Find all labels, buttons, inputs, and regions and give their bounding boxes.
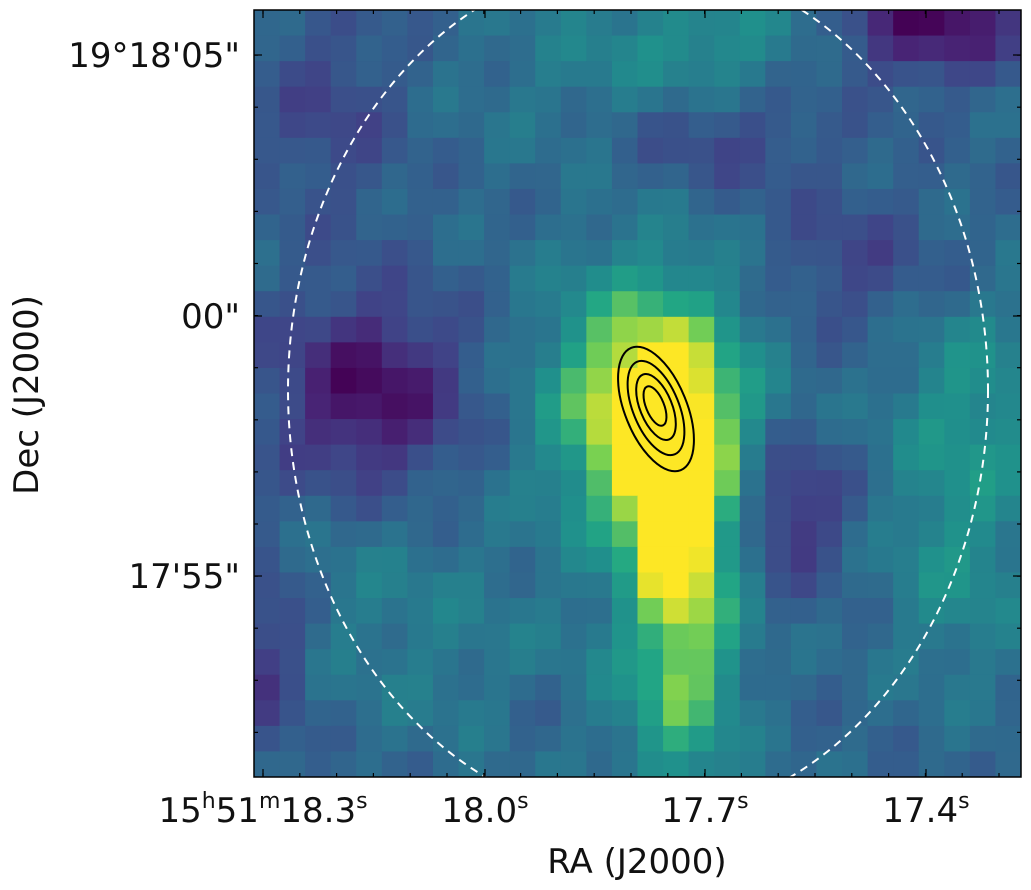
contour-level-3 xyxy=(635,372,677,442)
y-tick-label: 00" xyxy=(181,297,240,337)
contour-level-4 xyxy=(642,385,668,427)
intensity-map xyxy=(254,10,1021,777)
plot-frame xyxy=(253,9,1022,778)
x-tick-label: 17.4s xyxy=(882,789,969,831)
x-axis-title: RA (J2000) xyxy=(547,842,726,882)
x-tick-label: 18.0s xyxy=(441,789,528,831)
contour-level-2 xyxy=(626,359,686,457)
contour-lines xyxy=(617,345,695,473)
x-tick-label: 15h51m18.3s xyxy=(158,789,367,831)
y-tick-label: 17'55" xyxy=(128,557,240,597)
y-axis-title: Dec (J2000) xyxy=(7,295,47,495)
field-of-view-circle xyxy=(287,10,989,777)
x-tick-label: 17.7s xyxy=(661,789,748,831)
axis-ticks xyxy=(254,10,1021,777)
y-tick-label: 19°18'05" xyxy=(68,36,240,76)
contour-level-1 xyxy=(617,345,695,473)
